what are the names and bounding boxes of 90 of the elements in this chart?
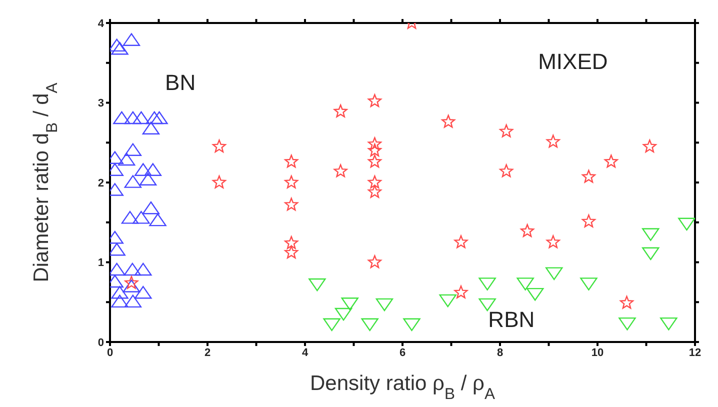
point [124,111,142,124]
point [121,210,139,224]
point [520,224,534,238]
point [341,298,358,310]
point [212,140,226,152]
y-tick-label: 0 [98,336,104,349]
point [546,235,560,248]
point [284,198,298,211]
point [368,94,382,108]
point [284,175,298,188]
point [620,296,634,309]
point [454,285,468,298]
point [678,218,695,231]
point [478,278,496,290]
point [149,213,166,226]
point [478,298,496,312]
annotation: BN [165,70,196,96]
point [618,317,636,330]
x-tick-label: 2 [204,346,211,359]
point [284,236,298,249]
x-tick-label: 4 [302,346,309,359]
point [134,163,152,176]
point [111,294,128,308]
point [334,164,348,178]
y-tick-label: 4 [98,18,105,30]
point [368,154,382,168]
point [500,124,514,138]
x-tick-label: 8 [496,346,504,359]
point [368,184,382,198]
point [113,111,130,124]
point [212,175,226,188]
point [122,33,140,46]
point [111,42,128,55]
point [500,164,514,178]
point [124,276,138,289]
x-tick-label: 10 [591,346,604,359]
x-axis-title: Density ratio ρ$_{B}$ / ρ$_{A}$ [310,372,496,402]
y-tick-label: 1 [98,257,104,270]
point [118,152,136,166]
point [442,114,456,128]
point [526,288,544,301]
y-tick-label: 2 [98,177,104,190]
point [368,144,382,156]
point [142,201,160,214]
point [361,318,378,332]
point [132,111,150,124]
point [582,170,596,183]
point [580,278,598,290]
point [368,255,382,268]
point [323,318,340,332]
point [122,280,140,292]
point [582,214,596,228]
point [308,278,326,292]
point [139,172,157,186]
annotation: MIXED [538,49,608,75]
point [642,228,660,241]
x-tick-label: 12 [688,346,702,359]
point [368,175,382,188]
point [546,267,563,280]
point [142,122,160,134]
point [368,137,382,150]
x-tick-label: 6 [399,346,406,359]
annotation: RBN [488,306,535,333]
point [376,298,394,312]
point [134,262,152,276]
point [604,154,618,168]
point [146,111,163,124]
x-tick-label: 0 [106,346,114,359]
point [516,278,534,290]
point [111,286,128,299]
point [454,235,468,248]
point [124,262,142,276]
point [134,286,152,299]
point [403,318,420,332]
point [660,317,678,330]
point [439,294,456,308]
point [334,308,352,321]
point [124,294,142,308]
point [334,104,348,118]
point [546,134,560,148]
point [150,111,168,124]
point [144,163,162,176]
point [642,247,660,260]
y-tick-label: 3 [98,98,104,110]
point [284,246,298,259]
point [132,210,150,224]
point [642,140,656,152]
point [124,175,142,188]
point [124,143,142,156]
point [284,154,298,168]
